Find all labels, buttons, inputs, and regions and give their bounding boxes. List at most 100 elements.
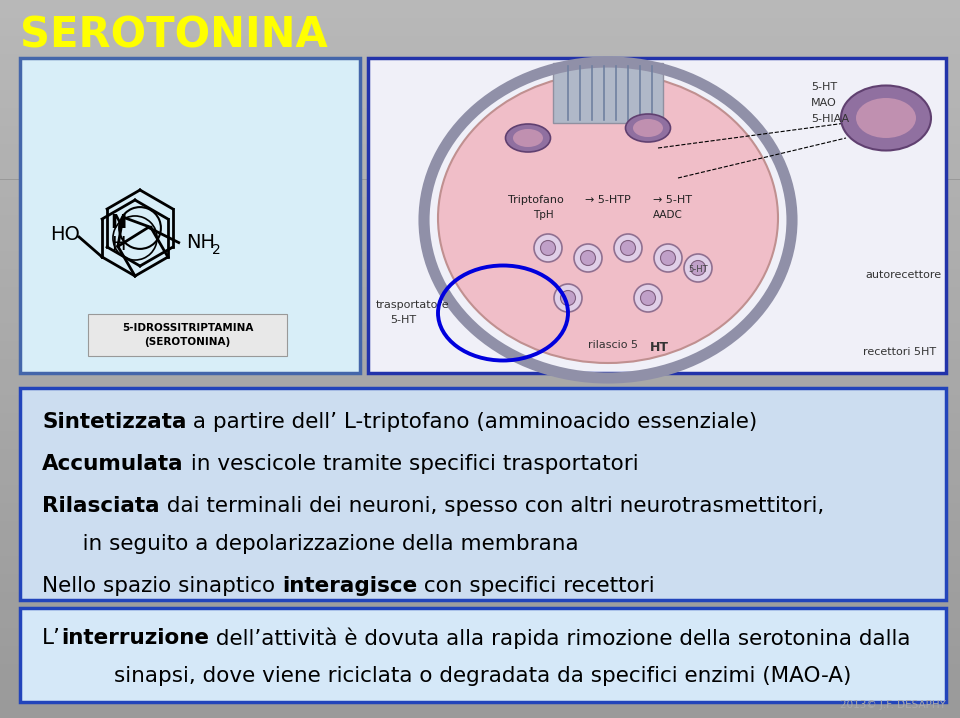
Bar <box>0 305 960 323</box>
Text: interruzione: interruzione <box>60 628 209 648</box>
Ellipse shape <box>633 119 663 137</box>
Bar <box>0 467 960 485</box>
Text: recettori 5HT: recettori 5HT <box>863 347 936 357</box>
FancyBboxPatch shape <box>20 608 946 702</box>
Text: dai terminali dei neuroni, spesso con altri neurotrasmettitori,: dai terminali dei neuroni, spesso con al… <box>159 496 824 516</box>
Bar <box>0 233 960 251</box>
Bar <box>0 538 960 556</box>
Bar <box>0 126 960 144</box>
Text: NH: NH <box>186 233 215 252</box>
Bar <box>0 36 960 54</box>
Text: TpH: TpH <box>533 210 554 220</box>
Text: H: H <box>110 235 125 253</box>
Ellipse shape <box>554 284 582 312</box>
Text: → 5-HTP: → 5-HTP <box>585 195 631 205</box>
Text: Sintetizzata: Sintetizzata <box>42 412 186 432</box>
Text: interagisce: interagisce <box>282 576 418 596</box>
Text: in vescicole tramite specifici trasportatori: in vescicole tramite specifici trasporta… <box>183 454 638 474</box>
Bar <box>0 144 960 162</box>
Bar <box>0 287 960 305</box>
Text: Accumulata: Accumulata <box>42 454 183 474</box>
Bar <box>0 90 960 108</box>
Text: a partire dell’ L-triptofano (amminoacido essenziale): a partire dell’ L-triptofano (amminoacid… <box>186 412 757 432</box>
Ellipse shape <box>513 129 543 147</box>
Ellipse shape <box>540 241 556 256</box>
Text: (SEROTONINA): (SEROTONINA) <box>144 337 230 347</box>
Bar <box>0 556 960 574</box>
FancyBboxPatch shape <box>368 58 946 373</box>
Text: 2: 2 <box>212 243 221 256</box>
Bar <box>0 521 960 538</box>
Ellipse shape <box>841 85 931 151</box>
Ellipse shape <box>654 244 682 272</box>
Bar <box>0 54 960 72</box>
Text: 5-HT: 5-HT <box>390 315 416 325</box>
Ellipse shape <box>620 241 636 256</box>
Text: 5-HT: 5-HT <box>688 266 708 274</box>
Text: N: N <box>109 213 126 232</box>
Text: sinapsi, dove viene riciclata o degradata da specifici enzimi (MAO-A): sinapsi, dove viene riciclata o degradat… <box>114 666 852 686</box>
Ellipse shape <box>574 244 602 272</box>
Bar <box>0 485 960 503</box>
Ellipse shape <box>561 291 575 305</box>
Text: SEROTONINA: SEROTONINA <box>20 14 327 56</box>
Bar <box>0 377 960 395</box>
Bar <box>0 682 960 700</box>
Bar <box>0 269 960 287</box>
Ellipse shape <box>660 251 676 266</box>
Ellipse shape <box>684 254 712 282</box>
Bar <box>0 610 960 628</box>
Text: rilascio 5: rilascio 5 <box>588 340 638 350</box>
Bar <box>0 431 960 449</box>
Bar <box>0 341 960 359</box>
Text: MAO: MAO <box>811 98 837 108</box>
Text: Rilasciata: Rilasciata <box>42 496 159 516</box>
Bar <box>0 646 960 664</box>
Bar <box>0 664 960 682</box>
Bar <box>0 574 960 592</box>
Text: Triptofano: Triptofano <box>508 195 564 205</box>
Ellipse shape <box>614 234 642 262</box>
Bar <box>0 0 960 18</box>
Ellipse shape <box>690 261 706 276</box>
Bar <box>0 700 960 718</box>
Bar <box>0 72 960 90</box>
Bar <box>0 449 960 467</box>
Bar <box>0 592 960 610</box>
Bar <box>0 359 960 377</box>
Text: HT: HT <box>650 341 669 354</box>
Text: con specifici recettori: con specifici recettori <box>418 576 655 596</box>
Ellipse shape <box>438 73 778 363</box>
Text: Nello spazio sinaptico: Nello spazio sinaptico <box>42 576 282 596</box>
FancyBboxPatch shape <box>20 58 360 373</box>
Ellipse shape <box>626 114 670 142</box>
Text: autorecettore: autorecettore <box>865 270 941 280</box>
Bar <box>0 180 960 197</box>
Text: dell’attività è dovuta alla rapida rimozione della serotonina dalla: dell’attività è dovuta alla rapida rimoz… <box>209 628 910 649</box>
Bar <box>0 162 960 180</box>
Text: in seguito a depolarizzazione della membrana: in seguito a depolarizzazione della memb… <box>62 534 579 554</box>
FancyBboxPatch shape <box>20 388 946 600</box>
Ellipse shape <box>856 98 916 138</box>
Bar <box>0 413 960 431</box>
Ellipse shape <box>534 234 562 262</box>
Bar <box>0 108 960 126</box>
Text: 5-HIAA: 5-HIAA <box>811 114 850 124</box>
Text: 5-HT: 5-HT <box>811 82 837 92</box>
Text: → 5-HT: → 5-HT <box>653 195 692 205</box>
Text: L’: L’ <box>42 628 60 648</box>
Text: 2013© J.F. DESAPHY: 2013© J.F. DESAPHY <box>840 700 946 710</box>
Bar <box>0 18 960 36</box>
Bar <box>0 628 960 646</box>
Ellipse shape <box>634 284 662 312</box>
Bar <box>553 63 663 123</box>
Text: 5-IDROSSITRIPTAMINA: 5-IDROSSITRIPTAMINA <box>122 323 253 333</box>
Ellipse shape <box>506 124 550 152</box>
Bar <box>0 197 960 215</box>
Bar <box>0 395 960 413</box>
Text: HO: HO <box>50 225 80 243</box>
FancyBboxPatch shape <box>88 314 287 356</box>
Bar <box>0 251 960 269</box>
Text: AADC: AADC <box>653 210 683 220</box>
Ellipse shape <box>581 251 595 266</box>
